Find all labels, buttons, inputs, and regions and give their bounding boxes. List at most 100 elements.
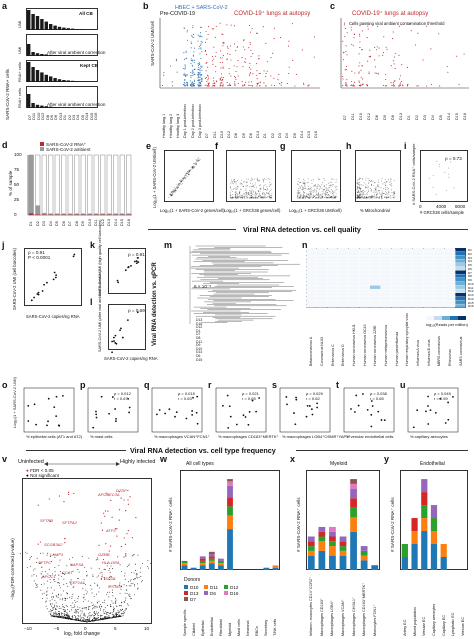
volcano-point [42,552,44,554]
volcano-point [117,612,119,614]
volcano-point [100,608,102,610]
colorbar-step [426,316,434,320]
heatmap-cell [327,255,338,259]
scatter-point [258,180,260,182]
scatter-point [310,180,312,182]
strip-point [392,85,395,87]
panel-a-bar [53,78,57,82]
panel-t-scatter [343,387,395,433]
panel-j-stat: ρ = 0.91 P < 0.0001 [28,250,50,261]
volcano-point [127,594,129,596]
strip-x-label: D13 [256,131,261,138]
volcano-point [66,597,68,599]
panel-v-x-label: log₂ fold change [64,631,100,637]
volcano-point [75,617,77,619]
panel-o-scatter [23,387,75,433]
scatter-point [315,186,317,188]
panel-a-bar [57,107,62,108]
volcano-point [120,588,122,590]
volcano-point [95,620,97,621]
scatter-point [307,178,309,180]
scatter-point [299,193,300,194]
scatter-point [301,185,303,187]
panel-m-donor-row: D15 [196,357,203,362]
scatter-point [172,193,174,195]
strip-point [346,69,348,71]
scatter-point [240,182,242,184]
strip-point [190,80,192,82]
scatter-point [313,197,314,198]
scatter-point [175,187,177,189]
heatmap-cell [444,266,456,271]
scatter-point [303,191,305,193]
strip-point [204,84,206,86]
scatter-point [199,158,201,160]
volcano-point [114,614,116,616]
scatter-point [172,191,174,193]
scatter-point [239,183,241,185]
scatter-point [318,194,320,196]
scatter-point [114,420,117,423]
volcano-point [66,616,68,617]
volcano-point [94,615,95,617]
scatter-point [256,197,258,198]
scatter-point [316,406,319,409]
strip-point [358,81,361,83]
scatter-point [100,395,103,398]
heatmap-cell [444,251,456,256]
volcano-sig-point [127,530,129,532]
volcano-point [34,568,36,570]
strip-point [280,84,282,86]
scatter-point [358,181,360,183]
volcano-point [130,583,132,585]
bar-segment-d10 [401,557,408,570]
panel-d-bar-outline [74,154,80,216]
stacked-x-label: Monocytes FCN1⁺ [372,604,377,636]
heatmap-cell [455,248,466,252]
heatmap-cell [316,285,328,289]
strip-point [313,56,315,58]
panel-l-scatter [111,311,139,354]
volcano-point [82,616,84,618]
panel-d-ambient-bar [100,213,105,215]
stacked-x-label: Sample specific [182,609,187,636]
strip-point [360,76,362,78]
scatter-point [233,188,234,190]
volcano-point [55,607,57,609]
volcano-point [88,613,90,615]
scatter-point [336,188,338,190]
heatmap-cell [423,266,434,271]
heatmap-cell [444,274,456,278]
scatter-point [311,413,314,416]
scatter-point [380,419,383,421]
volcano-point [49,613,51,615]
colorbar-step [450,316,458,320]
strip-point [200,48,202,50]
volcano-point [36,557,38,559]
scatter-point [188,169,190,171]
scatter-point [318,179,320,180]
heatmap-cell [423,274,434,278]
volcano-point [51,603,53,605]
volcano-point [73,604,75,606]
scatter-point [195,162,197,164]
strip-point [416,85,418,87]
strip-point [307,85,309,87]
strip-x-label: D7 [205,133,210,138]
scatter-point [192,165,194,167]
volcano-point [65,610,67,612]
panel-n-donor-label: D11 [468,285,474,290]
strip-point [265,42,267,44]
scatter-point [367,178,369,180]
strip-point [198,79,200,81]
strip-point [197,68,199,71]
strip-point [393,56,396,58]
scatter-point [237,186,239,188]
donor-label: D13 [190,591,199,596]
strip-point [220,67,222,69]
panel-v-gene-label: EEF1A1 [70,580,85,585]
scatter-point [330,185,332,187]
panel-a-bar [31,103,35,108]
corr-point [43,283,45,286]
heatmap-cell [306,263,317,267]
